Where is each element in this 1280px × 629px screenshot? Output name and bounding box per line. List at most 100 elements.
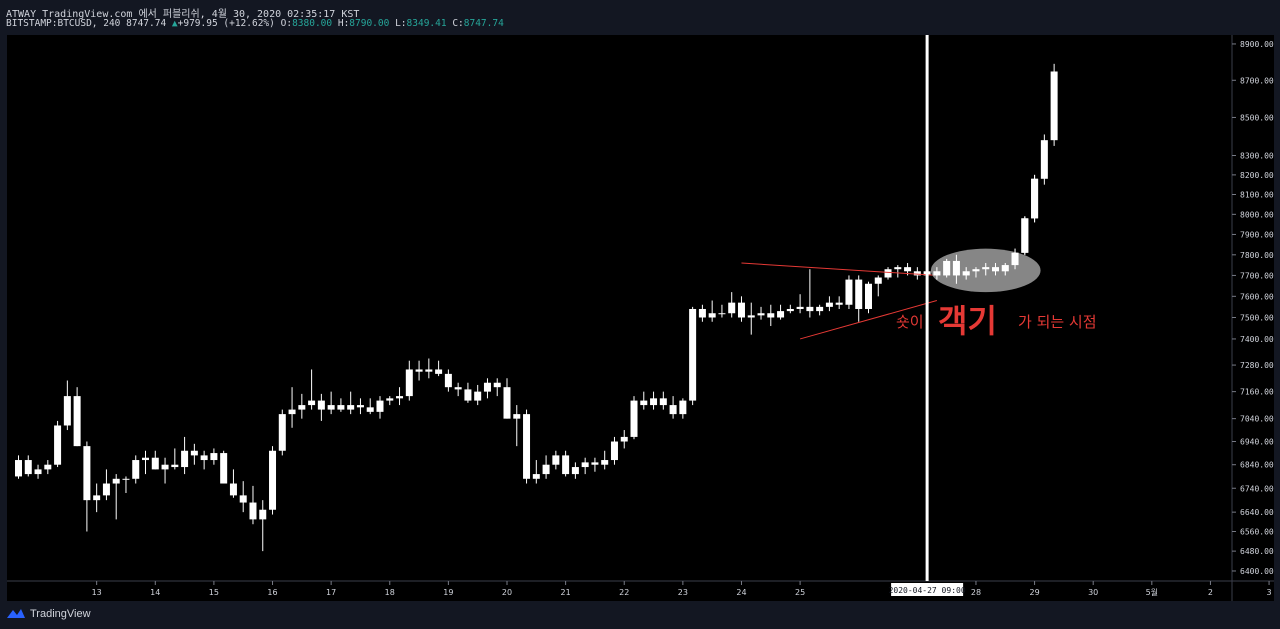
annotation-part3: 가 되는 시점: [1018, 313, 1097, 331]
candle-body: [503, 387, 511, 419]
y-tick-label: 8100.00: [1240, 190, 1274, 199]
candle-body: [337, 405, 345, 410]
open-label: O:: [280, 18, 293, 29]
candle-body: [44, 464, 52, 470]
x-tick-label: 13: [92, 588, 102, 597]
triangle-trendline: [799, 300, 938, 340]
candle-body: [884, 269, 892, 278]
candle-body: [952, 260, 960, 276]
x-tick-label: 15: [209, 588, 219, 597]
y-tick-label: 6940.00: [1240, 438, 1274, 447]
candle-body: [24, 460, 32, 475]
candle-body: [737, 302, 745, 318]
candle-body: [806, 306, 814, 312]
candle-body: [777, 311, 785, 318]
candle-body: [102, 483, 110, 496]
candle-body: [894, 267, 902, 270]
y-tick-label: 7400.00: [1240, 335, 1274, 344]
candle-body: [444, 373, 452, 388]
candle-body: [532, 474, 540, 479]
high-label: H:: [337, 18, 350, 29]
y-tick-label: 6560.00: [1240, 528, 1274, 537]
candle-body: [864, 283, 872, 309]
candle-body: [83, 446, 91, 501]
y-tick-label: 7600.00: [1240, 292, 1274, 301]
y-tick-label: 8700.00: [1240, 76, 1274, 85]
candle-body: [317, 400, 325, 410]
candle-body: [796, 306, 804, 309]
candle-body: [913, 271, 921, 276]
crosshair-time-label-box: [891, 583, 964, 596]
y-tick-label: 8200.00: [1240, 171, 1274, 180]
candle-body: [933, 271, 941, 276]
candle-body: [425, 369, 433, 372]
y-tick-label: 7700.00: [1240, 271, 1274, 280]
y-tick-label: 7500.00: [1240, 313, 1274, 322]
candle-body: [454, 387, 462, 390]
y-tick-label: 8300.00: [1240, 152, 1274, 161]
x-tick-label: 29: [1029, 588, 1039, 597]
candle-body: [816, 306, 824, 312]
publish-line: ATWAY TradingView.com 에서 퍼블리쉬, 4월 30, 20…: [6, 9, 360, 20]
candle-body: [464, 389, 472, 401]
candle-body: [73, 396, 81, 447]
high-value: 8790.00: [349, 18, 390, 29]
candle-body: [1011, 252, 1019, 266]
candle-body: [874, 277, 882, 284]
candle-body: [181, 450, 189, 468]
candle-body: [229, 483, 237, 496]
candle-body: [659, 398, 667, 406]
x-tick-label: 17: [326, 588, 336, 597]
open-value: 8380.00: [292, 18, 333, 29]
candle-body: [278, 414, 286, 451]
x-tick-label: 18: [385, 588, 395, 597]
x-tick-label: 22: [619, 588, 629, 597]
candle-body: [190, 450, 198, 456]
candle-body: [835, 302, 843, 305]
crosshair-time-label: 2020-04-27 09:00: [889, 586, 966, 595]
price-axis-panel: [1232, 35, 1274, 581]
y-tick-label: 7040.00: [1240, 415, 1274, 424]
x-tick-label: 5월: [1146, 587, 1158, 597]
candle-body: [689, 308, 697, 401]
close-label: C:: [452, 18, 464, 29]
candle-body: [904, 267, 912, 272]
candle-body: [142, 457, 150, 461]
candle-body: [308, 400, 316, 406]
x-tick-label: 28: [971, 588, 981, 597]
y-tick-label: 6840.00: [1240, 461, 1274, 470]
candle-body: [34, 469, 42, 475]
time-axis-panel: [7, 581, 1274, 601]
candle-body: [571, 467, 579, 475]
y-tick-label: 7160.00: [1240, 388, 1274, 397]
x-tick-label: 23: [678, 588, 688, 597]
last-price: 8747.74: [126, 18, 167, 29]
candle-body: [542, 464, 550, 475]
candle-body: [112, 478, 120, 484]
candle-body: [982, 267, 990, 270]
y-tick-label: 6640.00: [1240, 508, 1274, 517]
y-tick-label: 8000.00: [1240, 210, 1274, 219]
candle-body: [63, 396, 71, 426]
y-tick-label: 6740.00: [1240, 484, 1274, 493]
candle-body: [239, 495, 247, 503]
candle-body: [493, 382, 501, 388]
symbol-legend: BITSTAMP:BTCUSD, 240 8747.74 ▲+979.95 (+…: [6, 18, 504, 29]
footer-brand-label: TradingView: [30, 607, 91, 620]
candle-body: [786, 308, 794, 312]
candle-body: [132, 460, 140, 479]
low-label: L:: [395, 18, 407, 29]
candle-body: [259, 509, 267, 520]
y-tick-label: 6480.00: [1240, 547, 1274, 556]
annotation-part2: 객기: [938, 302, 997, 340]
candle-body: [288, 409, 296, 415]
change-up-arrow-icon: ▲: [171, 18, 178, 29]
footer-brand[interactable]: TradingView: [6, 607, 91, 620]
candle-body: [747, 315, 755, 318]
x-tick-label: 30: [1088, 588, 1098, 597]
candle-body: [122, 478, 130, 480]
candle-body: [513, 414, 521, 419]
candle-body: [1021, 218, 1029, 253]
candle-body: [483, 382, 491, 392]
